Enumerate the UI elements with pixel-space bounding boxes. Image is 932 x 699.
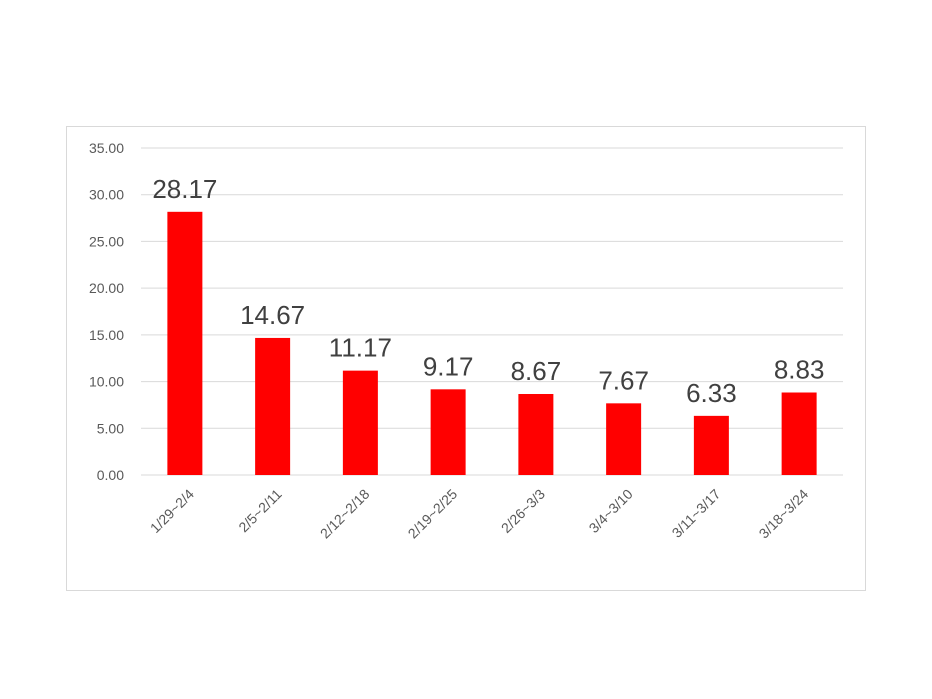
x-tick-label: 3/18~3/24 <box>756 486 812 542</box>
bar <box>781 392 817 475</box>
bar <box>430 389 466 475</box>
bar <box>693 415 729 475</box>
y-tick-label: 35.00 <box>89 140 124 156</box>
bar <box>167 211 203 475</box>
bar-chart: 0.00 5.00 10.00 15.00 20.00 25.00 30.00 35.00 2… <box>89 140 843 542</box>
y-axis-tick-labels: 0.00 5.00 10.00 15.00 20.00 25.00 30.00 35.00 <box>89 140 124 483</box>
x-axis-tick-labels: 1/29~2/4 2/5~2/11 2/12~2/18 2/19~2/25 2/26~3… <box>147 486 812 542</box>
x-tick-label: 2/19~2/25 <box>405 486 461 542</box>
y-tick-label: 0.00 <box>97 467 124 483</box>
data-label: 8.83 <box>774 355 825 385</box>
bar <box>518 393 554 475</box>
bar <box>606 403 642 475</box>
data-label: 7.67 <box>598 365 649 395</box>
x-tick-label: 1/29~2/4 <box>147 486 197 536</box>
data-labels: 28.17 14.67 11.17 9.17 8.67 7.67 6.33 8.83 <box>152 174 824 408</box>
bar <box>255 337 291 475</box>
y-tick-label: 30.00 <box>89 187 124 203</box>
data-label: 6.33 <box>686 378 737 408</box>
chart-area: 0.00 5.00 10.00 15.00 20.00 25.00 30.00 35.00 2… <box>66 126 866 591</box>
y-tick-label: 5.00 <box>97 420 124 436</box>
x-tick-label: 2/12~2/18 <box>317 486 373 542</box>
data-label: 8.67 <box>511 356 562 386</box>
x-tick-label: 2/5~2/11 <box>235 486 285 536</box>
bar <box>342 370 378 475</box>
y-tick-label: 10.00 <box>89 374 124 390</box>
data-label: 9.17 <box>423 351 474 381</box>
x-tick-label: 3/4~3/10 <box>586 486 636 536</box>
x-tick-label: 3/11~3/17 <box>669 486 724 541</box>
y-tick-label: 25.00 <box>89 233 124 249</box>
x-tick-label: 2/26~3/3 <box>498 486 548 536</box>
y-tick-label: 15.00 <box>89 327 124 343</box>
data-label: 28.17 <box>152 174 217 204</box>
y-tick-label: 20.00 <box>89 280 124 296</box>
data-label: 14.67 <box>240 300 305 330</box>
bars <box>167 211 817 475</box>
data-label: 11.17 <box>329 333 392 363</box>
